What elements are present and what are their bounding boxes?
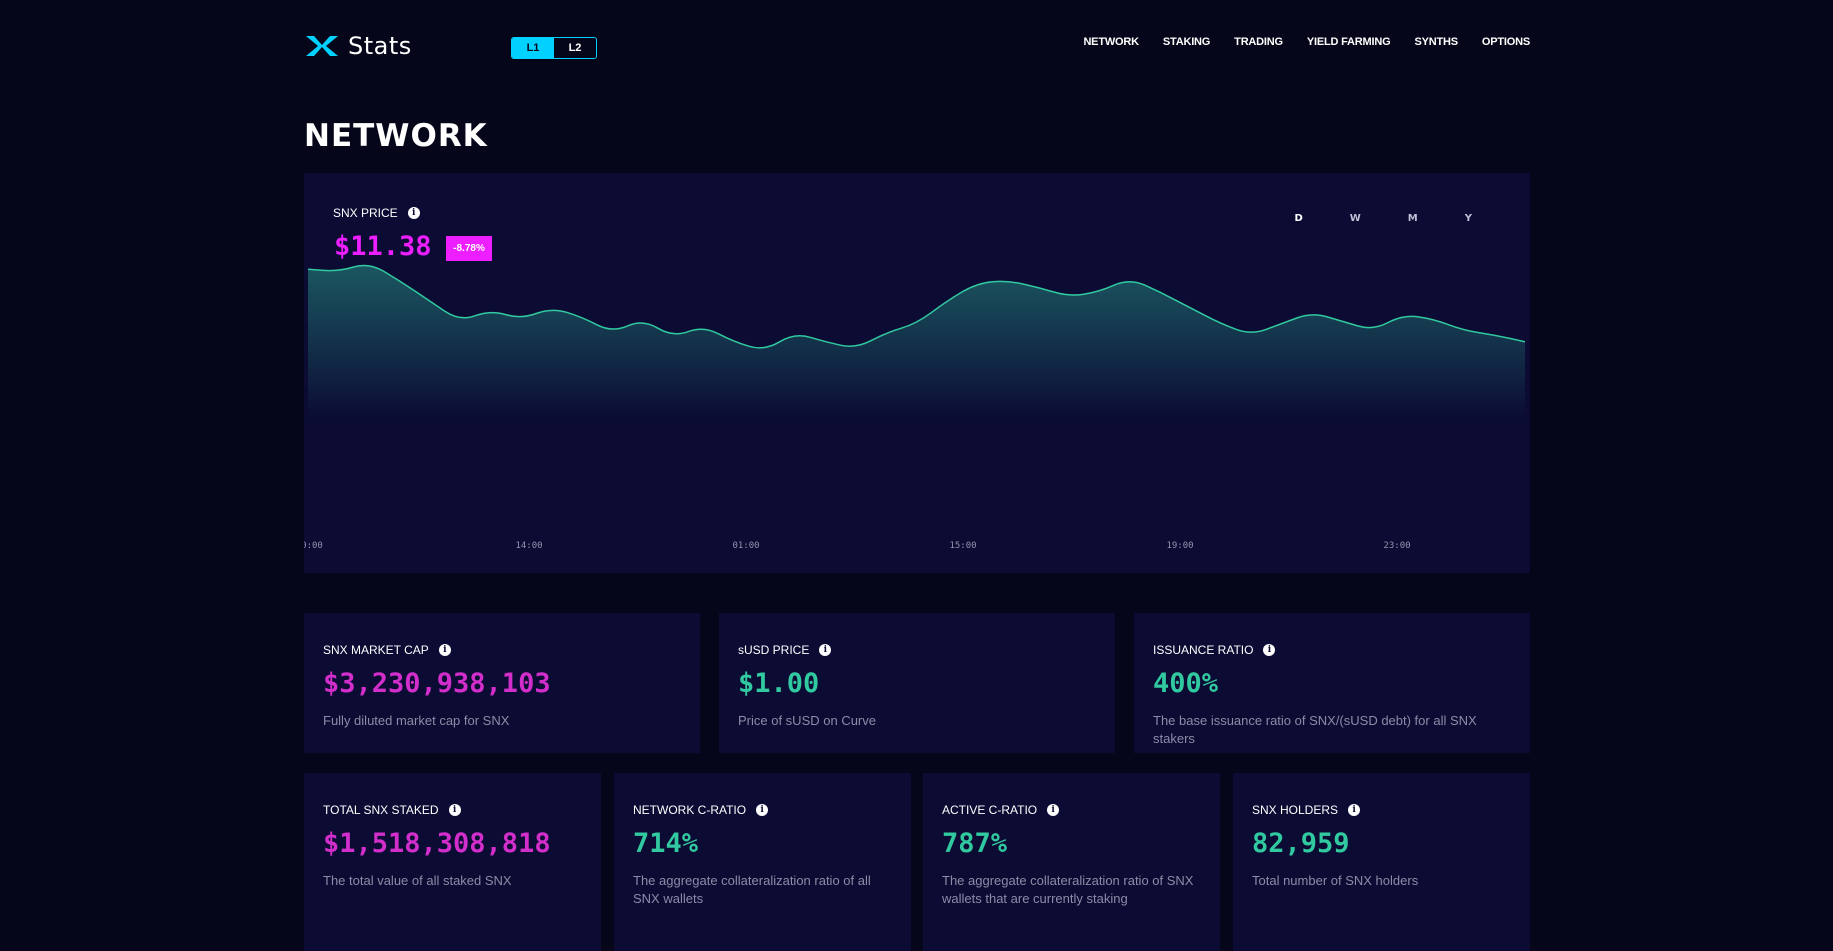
- card-value: 787%: [942, 828, 1008, 859]
- card-value: $1.00: [738, 668, 820, 699]
- card-value: 82,959: [1252, 828, 1350, 859]
- info-icon[interactable]: i: [1047, 804, 1060, 816]
- header: Stats L1 L2 NETWORK STAKING TRADING YIEL…: [304, 30, 1530, 66]
- stat-card-active-c-ratio: ACTIVE C-RATIO i 787% The aggregate coll…: [923, 773, 1220, 951]
- info-icon[interactable]: i: [819, 644, 832, 656]
- card-description: Price of sUSD on Curve: [738, 713, 876, 728]
- page-title: NETWORK: [304, 118, 488, 154]
- price-line: [307, 264, 1526, 349]
- layer-l2-button[interactable]: L2: [554, 38, 596, 58]
- x-tick-label: 15:00: [949, 541, 976, 551]
- card-description: The base issuance ratio of SNX/(sUSD deb…: [1153, 713, 1477, 746]
- synthetix-logo-icon: [306, 36, 338, 56]
- card-value: 400%: [1153, 668, 1219, 699]
- card-value: 714%: [633, 828, 699, 859]
- card-title: TOTAL SNX STAKED i: [323, 803, 461, 817]
- card-value: $1,518,308,818: [323, 828, 551, 859]
- layer-toggle: L1 L2: [511, 37, 597, 59]
- snx-price-panel: 0:00 14:00 01:00 15:00 19:00 23:00 SNX PRICE …: [304, 173, 1530, 573]
- card-title: ACTIVE C-RATIO i: [942, 803, 1060, 817]
- snx-price-label: SNX PRICE: [333, 206, 398, 220]
- nav-staking[interactable]: STAKING: [1162, 36, 1211, 48]
- snx-price-title: SNX PRICE i: [333, 206, 420, 220]
- card-value: $3,230,938,103: [323, 668, 551, 699]
- card-description: The aggregate collateralization ratio of…: [633, 873, 871, 906]
- card-description: The total value of all staked SNX: [323, 873, 512, 888]
- snx-price-value: $11.38: [334, 231, 432, 262]
- info-icon[interactable]: i: [448, 804, 461, 816]
- nav-trading[interactable]: TRADING: [1234, 36, 1283, 48]
- period-day-button[interactable]: D: [1294, 213, 1303, 224]
- info-icon[interactable]: i: [438, 644, 451, 656]
- card-title: SNX MARKET CAP i: [323, 643, 451, 657]
- nav-synths[interactable]: SYNTHS: [1414, 36, 1458, 48]
- x-tick-label: 19:00: [1166, 541, 1193, 551]
- card-description: The aggregate collateralization ratio of…: [942, 873, 1194, 906]
- stat-card-issuance-ratio: ISSUANCE RATIO i 400% The base issuance …: [1134, 613, 1530, 753]
- info-icon[interactable]: i: [407, 207, 420, 219]
- price-area-fill: [308, 265, 1525, 573]
- layer-l1-button[interactable]: L1: [512, 38, 554, 58]
- price-change-badge: -8.78%: [446, 236, 492, 261]
- info-icon[interactable]: i: [1263, 644, 1276, 656]
- period-week-button[interactable]: W: [1349, 213, 1361, 224]
- nav-options[interactable]: OPTIONS: [1481, 36, 1530, 48]
- period-year-button[interactable]: Y: [1464, 213, 1472, 224]
- card-title: sUSD PRICE i: [738, 643, 832, 657]
- card-title: NETWORK C-RATIO i: [633, 803, 769, 817]
- info-icon[interactable]: i: [756, 804, 769, 816]
- info-icon[interactable]: i: [1348, 804, 1361, 816]
- period-selector: D W M Y: [1247, 213, 1472, 224]
- x-tick-label: 14:00: [515, 541, 542, 551]
- x-tick-label: 0:00: [304, 541, 323, 551]
- nav-yield-farming[interactable]: YIELD FARMING: [1306, 36, 1391, 48]
- stat-card-market-cap: SNX MARKET CAP i $3,230,938,103 Fully di…: [304, 613, 700, 753]
- stat-card-susd-price: sUSD PRICE i $1.00 Price of sUSD on Curv…: [719, 613, 1115, 753]
- card-title-label: SNX MARKET CAP: [323, 643, 429, 657]
- card-title-label: NETWORK C-RATIO: [633, 803, 747, 817]
- logo[interactable]: Stats: [304, 32, 412, 60]
- card-title-label: SNX HOLDERS: [1252, 803, 1339, 817]
- card-title-label: sUSD PRICE: [738, 643, 810, 657]
- stat-card-total-staked: TOTAL SNX STAKED i $1,518,308,818 The to…: [304, 773, 601, 951]
- x-tick-label: 01:00: [732, 541, 759, 551]
- nav-network[interactable]: NETWORK: [1083, 36, 1139, 48]
- card-title: SNX HOLDERS i: [1252, 803, 1361, 817]
- card-description: Total number of SNX holders: [1252, 873, 1419, 888]
- main-nav: NETWORK STAKING TRADING YIELD FARMING SY…: [1059, 36, 1530, 48]
- logo-text: Stats: [348, 32, 412, 60]
- card-description: Fully diluted market cap for SNX: [323, 713, 510, 728]
- card-title-label: ACTIVE C-RATIO: [942, 803, 1038, 817]
- stat-card-snx-holders: SNX HOLDERS i 82,959 Total number of SNX…: [1233, 773, 1530, 951]
- card-title-label: ISSUANCE RATIO: [1153, 643, 1254, 657]
- period-month-button[interactable]: M: [1407, 213, 1418, 224]
- price-chart[interactable]: 0:00 14:00 01:00 15:00 19:00 23:00: [304, 173, 1530, 573]
- card-title-label: TOTAL SNX STAKED: [323, 803, 439, 817]
- stat-card-network-c-ratio: NETWORK C-RATIO i 714% The aggregate col…: [614, 773, 911, 951]
- card-title: ISSUANCE RATIO i: [1153, 643, 1276, 657]
- x-tick-label: 23:00: [1383, 541, 1410, 551]
